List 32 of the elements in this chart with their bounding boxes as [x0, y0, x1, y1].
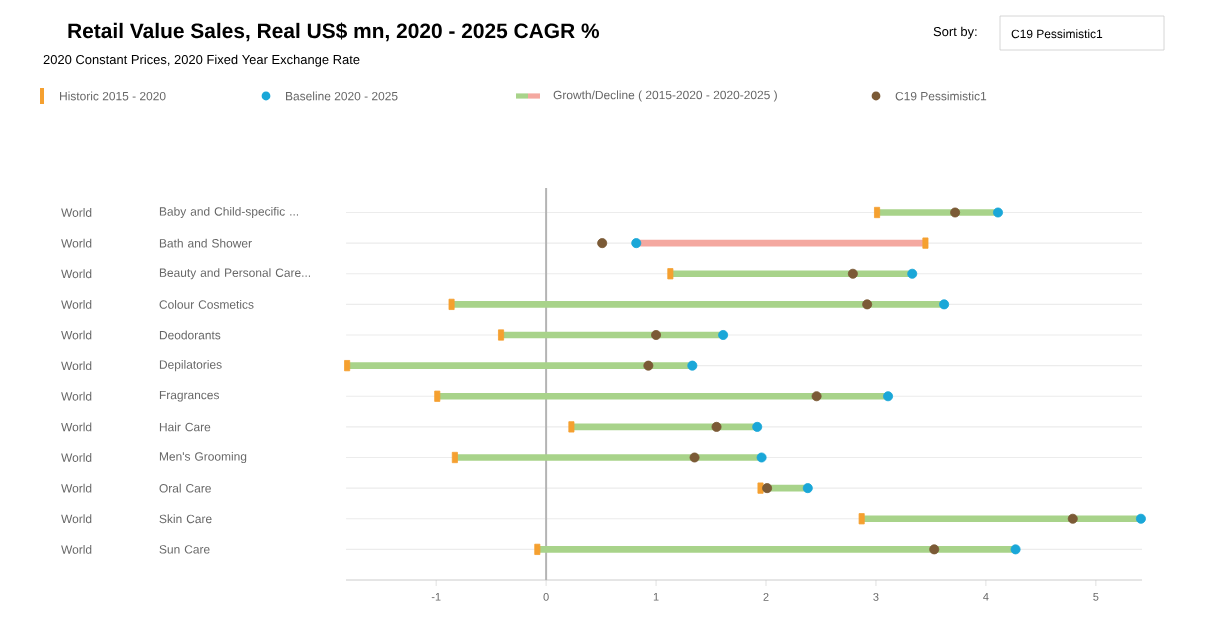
bar: [670, 270, 913, 278]
bar: [451, 301, 945, 308]
point: [756, 452, 767, 463]
chart-title: Retail Value Sales, Real US$ mn, 2020 - 2025 CAGR %: [68, 22, 600, 42]
bar: [537, 546, 1016, 553]
point: [907, 268, 918, 279]
point: [718, 330, 729, 340]
point: [811, 391, 822, 402]
point: [643, 360, 654, 371]
point: [689, 452, 700, 463]
point: [762, 483, 773, 494]
point: [597, 238, 608, 249]
point: [1067, 513, 1078, 524]
point: [687, 360, 698, 371]
bar: [861, 515, 1141, 523]
point: [631, 238, 642, 249]
bar: [347, 362, 693, 369]
point: [752, 421, 763, 432]
bar: [437, 392, 889, 400]
point: [929, 544, 940, 555]
bar: [454, 454, 762, 461]
point: [939, 299, 950, 310]
point: [802, 483, 813, 494]
point: [1135, 513, 1146, 524]
point: [711, 421, 722, 432]
point: [993, 207, 1003, 218]
point: [883, 391, 894, 402]
point: [1010, 544, 1021, 555]
point: [847, 268, 858, 279]
point: [862, 299, 873, 310]
point: [950, 207, 961, 218]
point: [651, 330, 662, 340]
